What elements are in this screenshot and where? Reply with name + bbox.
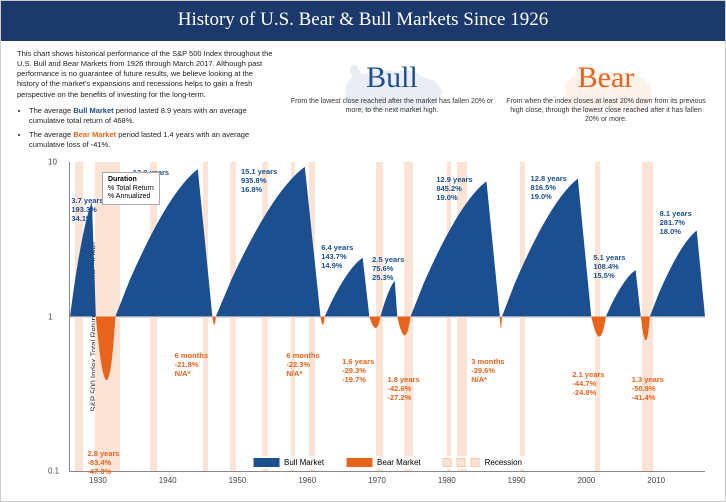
bear-def-text: From when the index closes at least 20% …: [503, 97, 709, 124]
x-tick: 1970: [368, 476, 386, 485]
bear-title: Bear: [503, 61, 709, 95]
x-tick: 1990: [508, 476, 526, 485]
callout-line1: Duration: [108, 176, 154, 184]
bull-definition: Bull From the lowest close reached after…: [289, 61, 495, 115]
bear-label: 3 months-29.6%N/A*: [471, 357, 504, 384]
bear-area: [321, 317, 325, 325]
bull-label: 12.9 years845.2%19.0%: [436, 175, 472, 202]
bull-area: [650, 231, 705, 317]
bull-title: Bull: [289, 61, 495, 95]
x-tick: 1940: [159, 476, 177, 485]
y-tick: 1: [48, 312, 52, 321]
legend-recession: Recession: [443, 458, 522, 467]
chart-area: S&P 500 Index Total Return (Logarithmic …: [45, 162, 705, 492]
bear-label: 1.8 years-42.6%-27.2%: [388, 375, 420, 402]
swatch-bear: [346, 458, 372, 467]
intro-text: This chart shows historical performance …: [17, 49, 277, 154]
bull-label: 15.1 years935.8%16.8%: [241, 167, 277, 194]
bear-label: 2.8 years-83.4%-47.0%: [87, 449, 119, 476]
intro-bullet-bull: The average Bull Market period lasted 8.…: [29, 106, 277, 126]
bear-term: Bear Market: [73, 130, 116, 139]
bear-label: 6 months-22.3%N/A*: [286, 351, 319, 378]
swatch-recession: [443, 458, 452, 467]
bear-area: [591, 317, 606, 337]
bear-area: [369, 317, 380, 328]
bull-area: [381, 281, 398, 317]
legend-bear: Bear Market: [346, 458, 421, 467]
bear-label: 1.6 years-29.3%-19.7%: [342, 357, 374, 384]
bull-label: 6.4 years143.7%14.9%: [321, 243, 353, 270]
swatch-bull: [253, 458, 279, 467]
top-section: This chart shows historical performance …: [1, 41, 725, 158]
chart-svg: [70, 162, 705, 471]
x-tick: 1950: [229, 476, 247, 485]
bull-label: 3.7 years193.3%34.1%: [71, 196, 103, 223]
y-tick: 0.1: [48, 467, 59, 476]
bull-label: 5.1 years108.4%15.5%: [593, 253, 625, 280]
bull-term: Bull Market: [73, 106, 113, 115]
y-tick: 10: [48, 158, 57, 167]
bull-def-text: From the lowest close reached after the …: [289, 97, 495, 115]
bear-label: 1.3 years-50.9%-41.4%: [632, 375, 664, 402]
x-tick: 1960: [298, 476, 316, 485]
bull-label: 12.8 years816.5%19.0%: [531, 174, 567, 201]
intro-paragraph: This chart shows historical performance …: [17, 49, 277, 100]
callout-legend-box: Duration % Total Return % Annualized: [102, 172, 160, 205]
page-header: History of U.S. Bear & Bull Markets Sinc…: [1, 1, 725, 41]
bear-area: [212, 317, 215, 325]
swatch-recession: [471, 458, 480, 467]
bear-label: 6 months-21.8%N/A*: [175, 351, 208, 378]
legend-bull: Bull Market: [253, 458, 324, 467]
x-tick: 1930: [89, 476, 107, 485]
definitions: Bull From the lowest close reached after…: [289, 49, 709, 154]
chart-legend: Bull Market Bear Market Recession: [245, 456, 530, 469]
bull-label: 2.5 years75.6%25.3%: [372, 255, 404, 282]
callout-line3: % Annualized: [108, 193, 154, 201]
callout-line2: % Total Return: [108, 185, 154, 193]
page-title: History of U.S. Bear & Bull Markets Sinc…: [178, 9, 548, 30]
chart-plot: Duration % Total Return % Annualized Bul…: [69, 162, 705, 472]
bear-area: [500, 317, 502, 329]
x-tick: 2000: [577, 476, 595, 485]
bear-area: [96, 317, 116, 381]
bear-area: [397, 317, 410, 336]
bear-definition: Bear From when the index closes at least…: [503, 61, 709, 124]
x-tick: 2010: [647, 476, 665, 485]
swatch-recession: [457, 458, 466, 467]
intro-bullet-bear: The average Bear Market period lasted 1.…: [29, 130, 277, 150]
bear-label: 2.1 years-44.7%-24.8%: [572, 370, 604, 397]
bull-label: 8.1 years281.7%18.0%: [660, 209, 692, 236]
bear-area: [641, 317, 650, 341]
x-tick: 1980: [438, 476, 456, 485]
